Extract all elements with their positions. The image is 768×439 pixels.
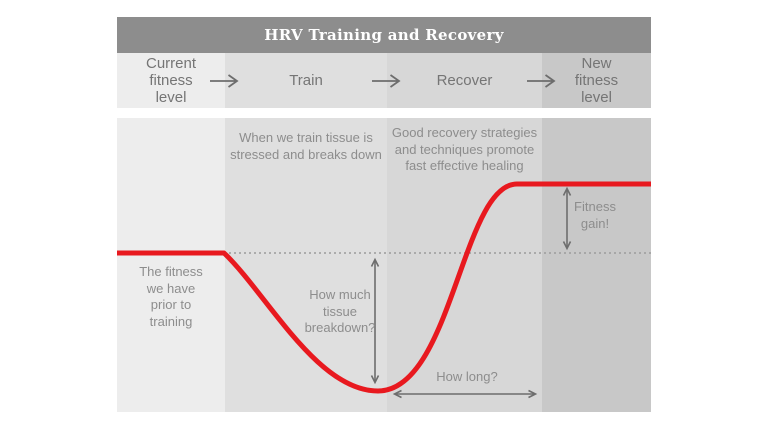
- fitness-gain-label: Fitness gain!: [574, 199, 616, 231]
- phase-header-row: Current fitness level Train Recover New …: [117, 53, 651, 108]
- phase-new-fitness: New fitness level: [542, 53, 651, 108]
- phase-recover: Recover: [387, 53, 542, 108]
- chart-area: When we train tissue is stressed and bre…: [117, 118, 651, 412]
- title-bar: HRV Training and Recovery: [117, 17, 651, 53]
- hrv-diagram: HRV Training and Recovery Current fitnes…: [117, 17, 651, 412]
- diagram-title: HRV Training and Recovery: [264, 26, 504, 44]
- tissue-breakdown-label: How much tissue breakdown?: [304, 287, 376, 335]
- phase-current-fitness: Current fitness level: [117, 53, 225, 108]
- right-arrow-icon: [372, 73, 401, 88]
- header-chart-divider: [117, 108, 651, 118]
- train-note: When we train tissue is stressed and bre…: [230, 130, 382, 162]
- how-long-label: How long?: [436, 369, 498, 384]
- right-arrow-icon: [527, 73, 556, 88]
- phase-train: Train: [225, 53, 387, 108]
- column-new-fitness: [542, 118, 651, 412]
- right-arrow-icon: [210, 73, 239, 88]
- prior-fitness-note: The fitness we have prior to training: [139, 264, 203, 329]
- recover-note: Good recovery strategies and techniques …: [391, 125, 538, 173]
